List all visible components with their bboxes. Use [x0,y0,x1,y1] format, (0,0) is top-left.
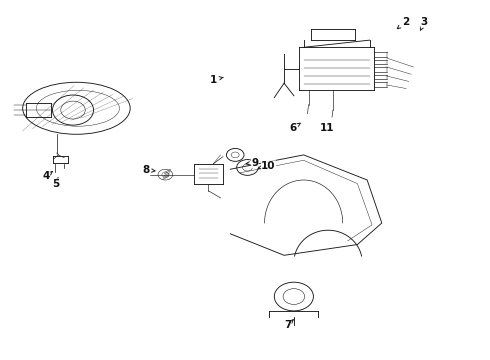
Text: 9: 9 [251,158,258,168]
Text: 10: 10 [261,161,276,171]
Text: 11: 11 [320,123,334,133]
Text: 2: 2 [402,17,409,27]
Text: 7: 7 [284,320,291,330]
Text: 1: 1 [210,75,217,85]
Text: 4: 4 [43,171,50,181]
Text: 3: 3 [421,17,428,27]
Text: 8: 8 [143,165,150,175]
Text: 5: 5 [52,179,59,189]
Text: 6: 6 [289,123,296,133]
